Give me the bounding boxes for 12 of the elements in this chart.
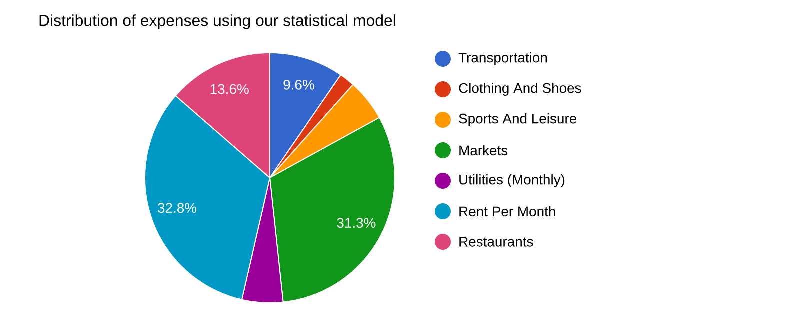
data-label: 32.8% <box>158 203 197 214</box>
legend-label: Markets <box>460 145 508 156</box>
legend-label: Clothing And Shoes <box>459 82 582 96</box>
legend-label: Utilities (Monthly) <box>460 174 565 188</box>
legend-label: Rent Per Month <box>460 206 556 217</box>
chart-title: Distribution of expenses using our statistical model <box>40 14 396 30</box>
data-label: 13.6% <box>210 84 249 94</box>
legend-label: Sports And Leisure <box>459 113 577 126</box>
legend-label: Transportation <box>458 52 548 66</box>
data-label: 9.6% <box>284 80 314 90</box>
data-label: 31.3% <box>337 218 376 228</box>
legend-label: Restaurants <box>460 237 534 247</box>
